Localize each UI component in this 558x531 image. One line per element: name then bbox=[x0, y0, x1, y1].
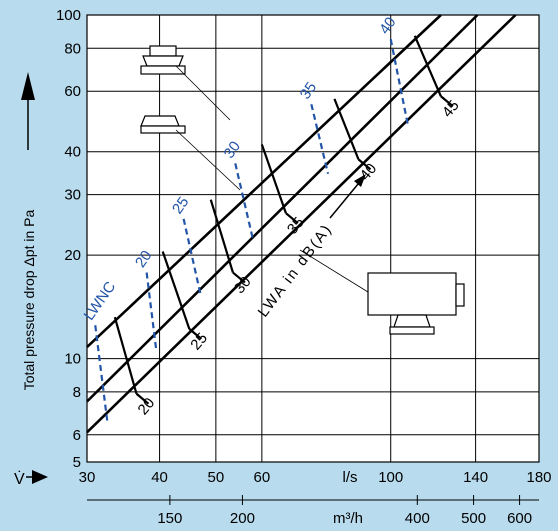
sound-level-tick-hook bbox=[285, 212, 299, 225]
diffuser-icon-upper bbox=[140, 45, 231, 121]
series-lines bbox=[86, 14, 517, 434]
nc-level-tick bbox=[310, 103, 330, 175]
x-unit-label: l/s bbox=[343, 469, 358, 486]
sound-level-tick bbox=[413, 35, 442, 97]
pressure-drop-line bbox=[86, 14, 479, 403]
y-tick-label: 5 bbox=[73, 454, 81, 471]
sound-level-tick-hook bbox=[440, 95, 454, 108]
x-axis-symbol: V̇ bbox=[14, 470, 25, 488]
sound-level-tick bbox=[113, 316, 138, 395]
diagonal-arrow-icon bbox=[354, 174, 366, 187]
up-arrow-icon bbox=[21, 72, 35, 100]
y-tick-label: 30 bbox=[64, 187, 81, 204]
y-tick-label: 20 bbox=[64, 247, 81, 264]
nc-level-label: 20 bbox=[132, 247, 155, 270]
sound-level-tick bbox=[333, 98, 360, 160]
sound-level-tick bbox=[161, 251, 191, 330]
nc-level-label: 25 bbox=[169, 194, 192, 217]
y-tick-label: 6 bbox=[73, 427, 81, 444]
nc-level-tick bbox=[182, 218, 202, 294]
grid bbox=[87, 15, 539, 462]
pressure-drop-line bbox=[86, 14, 517, 434]
axis-arrows bbox=[21, 72, 366, 484]
right-arrow-icon bbox=[32, 470, 48, 484]
secondary-tick-label: 150 bbox=[157, 510, 182, 527]
sound-level-tick bbox=[260, 144, 287, 214]
x-tick-label: 40 bbox=[151, 469, 168, 486]
secondary-tick-label: 200 bbox=[230, 510, 255, 527]
x-tick-label: 180 bbox=[526, 469, 551, 486]
y-tick-label: 40 bbox=[64, 144, 81, 161]
y-tick-label: 60 bbox=[64, 83, 81, 100]
terminal-unit-icon bbox=[299, 249, 465, 335]
nc-level-tick bbox=[94, 325, 109, 421]
plot-area bbox=[86, 14, 540, 463]
sound-level-tick-hook bbox=[135, 392, 150, 405]
nc-level-tick bbox=[234, 163, 255, 242]
diffuser-icon-lower bbox=[140, 115, 241, 191]
axis-tick-labels: 5 6 8 10 20 30 40 60 80 100 30 40 50 60 100 140 180 l/s bbox=[56, 7, 552, 486]
pressure-drop-line bbox=[86, 14, 442, 349]
sound-level-tick-hook bbox=[188, 328, 202, 340]
secondary-tick-label: 500 bbox=[461, 510, 486, 527]
y-tick-label: 8 bbox=[73, 384, 81, 401]
nc-level-tick bbox=[389, 39, 409, 125]
nc-level-label: 35 bbox=[297, 79, 320, 102]
x-tick-label: 140 bbox=[463, 469, 488, 486]
y-tick-label: 100 bbox=[56, 7, 81, 24]
x-tick-label: 100 bbox=[378, 469, 403, 486]
x-tick-label: 50 bbox=[208, 469, 225, 486]
device-icons bbox=[140, 45, 465, 335]
sound-level-tick bbox=[209, 199, 234, 273]
nc-level-label: 40 bbox=[376, 14, 399, 37]
secondary-unit-label: m³/h bbox=[333, 510, 363, 527]
secondary-tick-label: 600 bbox=[507, 510, 532, 527]
increase-arrow-line bbox=[329, 177, 364, 219]
sound-level-tick-hook bbox=[357, 158, 372, 171]
nc-level-tick bbox=[145, 272, 158, 352]
sound-level-tick-hook bbox=[232, 271, 246, 284]
secondary-tick-label: 400 bbox=[405, 510, 430, 527]
x-tick-label: 30 bbox=[79, 469, 96, 486]
y-tick-label: 10 bbox=[64, 351, 81, 368]
y-tick-label: 80 bbox=[64, 40, 81, 57]
nc-level-label: 30 bbox=[221, 138, 244, 161]
y-axis-label: Total pressure drop Δpt in Pa bbox=[21, 210, 37, 391]
x-tick-label: 60 bbox=[254, 469, 271, 486]
secondary-axis: 150 200 400 500 600 m³/h bbox=[87, 495, 539, 527]
